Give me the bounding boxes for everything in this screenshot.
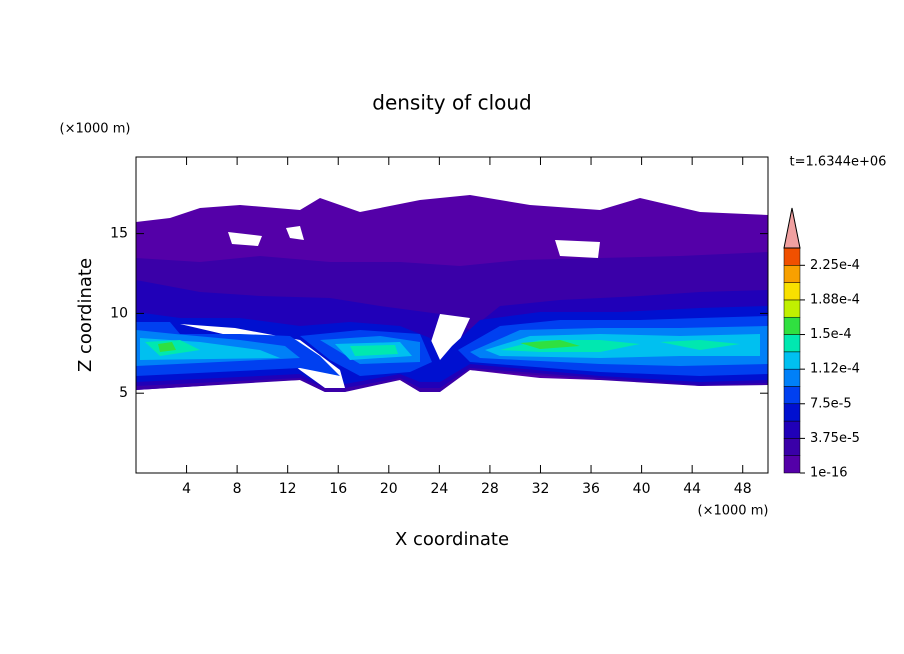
x-tick-label: 48	[734, 481, 752, 497]
colorbar-band	[783, 334, 801, 353]
contour-region	[228, 232, 262, 246]
x-tick-label: 4	[182, 481, 191, 497]
contour-region	[555, 240, 600, 258]
colorbar-band	[783, 299, 801, 318]
y-tick-label: 15	[110, 226, 128, 242]
colorbar-band	[783, 351, 801, 370]
colorbar-band	[783, 438, 801, 456]
x-tick-label: 12	[279, 481, 297, 497]
x-tick-label: 32	[532, 481, 550, 497]
colorbar-band	[783, 455, 801, 474]
contour-region	[158, 342, 176, 352]
contour-region	[350, 345, 398, 356]
contour-region	[286, 226, 304, 240]
colorbar-tick-label: 1.88e-4	[810, 292, 860, 307]
colorbar-band	[783, 420, 801, 439]
x-tick-label: 8	[233, 481, 242, 497]
y-tick-label: 5	[119, 385, 128, 401]
colorbar-tick-label: 1.5e-4	[810, 327, 852, 342]
x-axis-label: X coordinate	[395, 529, 509, 550]
contour-field	[136, 195, 768, 392]
colorbar-band	[783, 403, 801, 422]
colorbar-band	[783, 265, 801, 283]
chart-title: density of cloud	[372, 91, 531, 115]
colorbar-tick-label: 7.5e-5	[810, 396, 852, 411]
colorbar-tick-label: 2.25e-4	[810, 258, 860, 273]
colorbar-band	[783, 316, 801, 335]
contour-region	[430, 314, 470, 370]
colorbar-tick-label: 1.12e-4	[810, 362, 860, 377]
x-tick-label: 24	[430, 481, 448, 497]
colorbar-extend	[783, 207, 801, 249]
y-unit: (×1000 m)	[60, 122, 131, 137]
contour-region	[180, 324, 345, 388]
plot-frame	[135, 156, 769, 474]
contour-region	[520, 340, 580, 349]
contour-region	[660, 340, 740, 350]
colorbar-band	[783, 368, 801, 387]
colorbar-band	[783, 282, 801, 301]
x-tick-label: 44	[683, 481, 701, 497]
y-axis-label: Z coordinate	[75, 258, 96, 372]
colorbar-tick-label: 3.75e-5	[810, 431, 860, 446]
x-tick-label: 20	[380, 481, 398, 497]
colorbar-band	[783, 247, 801, 266]
x-tick-label: 40	[633, 481, 651, 497]
x-tick-label: 28	[481, 481, 499, 497]
annotation: t=1.6344e+06	[790, 155, 887, 170]
y-tick-label: 10	[110, 305, 128, 321]
x-unit: (×1000 m)	[698, 504, 769, 519]
x-tick-label: 16	[329, 481, 347, 497]
colorbar-tick-label: 1e-16	[810, 466, 848, 481]
x-tick-label: 36	[582, 481, 600, 497]
colorbar-band	[783, 386, 801, 405]
